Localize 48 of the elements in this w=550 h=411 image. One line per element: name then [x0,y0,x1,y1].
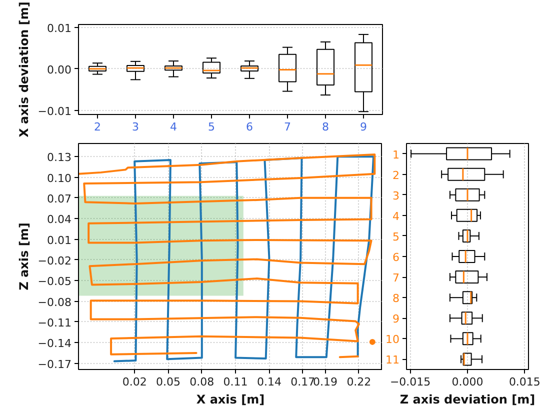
y-tick-label: 0.04 [47,213,72,226]
y-tick-label: 0.01 [47,234,72,247]
y-tick-label: −0.02 [38,254,72,268]
y-tick-label: 0.07 [47,192,72,206]
y-tick-label: 7 [392,272,400,285]
x-tick-label: 0.19 [313,376,338,388]
y-tick-label: 0.00 [47,63,72,76]
y-tick-label: −0.11 [38,316,72,330]
x-tick-label: 0.015 [508,376,540,388]
y-tick-label: 0.13 [47,151,72,164]
y-tick-label: 11 [386,354,400,367]
x-tick-label: 0.14 [256,376,282,388]
x-tick-label: 0.05 [156,376,180,388]
x-tick-label: −0.015 [390,376,431,388]
x-tick-label: 5 [208,120,215,134]
y-tick-label: −0.01 [38,104,72,118]
y-tick-label: 8 [392,292,400,306]
y-tick-label: 6 [392,251,400,264]
y-tick-label: −0.08 [38,296,72,309]
x-axis-title: X axis [m] [196,392,265,406]
x-tick-label: 4 [170,120,177,134]
y-tick-label: 0.01 [47,22,72,35]
y-tick-label: 9 [392,312,400,326]
x-tick-label: 0.17 [290,376,316,388]
x-tick-label: 7 [284,120,291,134]
x-tick-label: 0.11 [223,376,248,388]
y-tick-label: 0.10 [47,172,72,185]
y-tick-label: 1 [392,148,400,162]
x-axis-title: Z axis deviation [m] [400,392,536,406]
y-tick-label: 10 [386,333,400,346]
x-tick-label: 3 [132,120,139,134]
y-axis-title: X axis deviation [m] [16,2,31,138]
x-tick-label: 6 [246,120,253,134]
x-tick-label: 0.08 [190,376,214,388]
x-tick-label: 0.02 [122,376,147,388]
y-tick-label: 2 [392,168,400,182]
y-tick-label: −0.17 [38,358,72,371]
x-tick-label: 0.22 [346,376,372,388]
y-tick-label: −0.14 [38,337,72,350]
y-tick-label: 4 [392,210,400,223]
y-tick-label: −0.05 [38,275,72,288]
y-tick-label: 3 [392,189,400,202]
x-tick-label: 2 [94,120,101,134]
x-tick-label: 0.000 [452,376,484,388]
y-tick-label: 5 [392,230,400,244]
x-tick-label: 9 [360,120,367,134]
y-axis-title: Z axis [m] [16,222,31,290]
x-tick-label: 8 [322,120,329,134]
